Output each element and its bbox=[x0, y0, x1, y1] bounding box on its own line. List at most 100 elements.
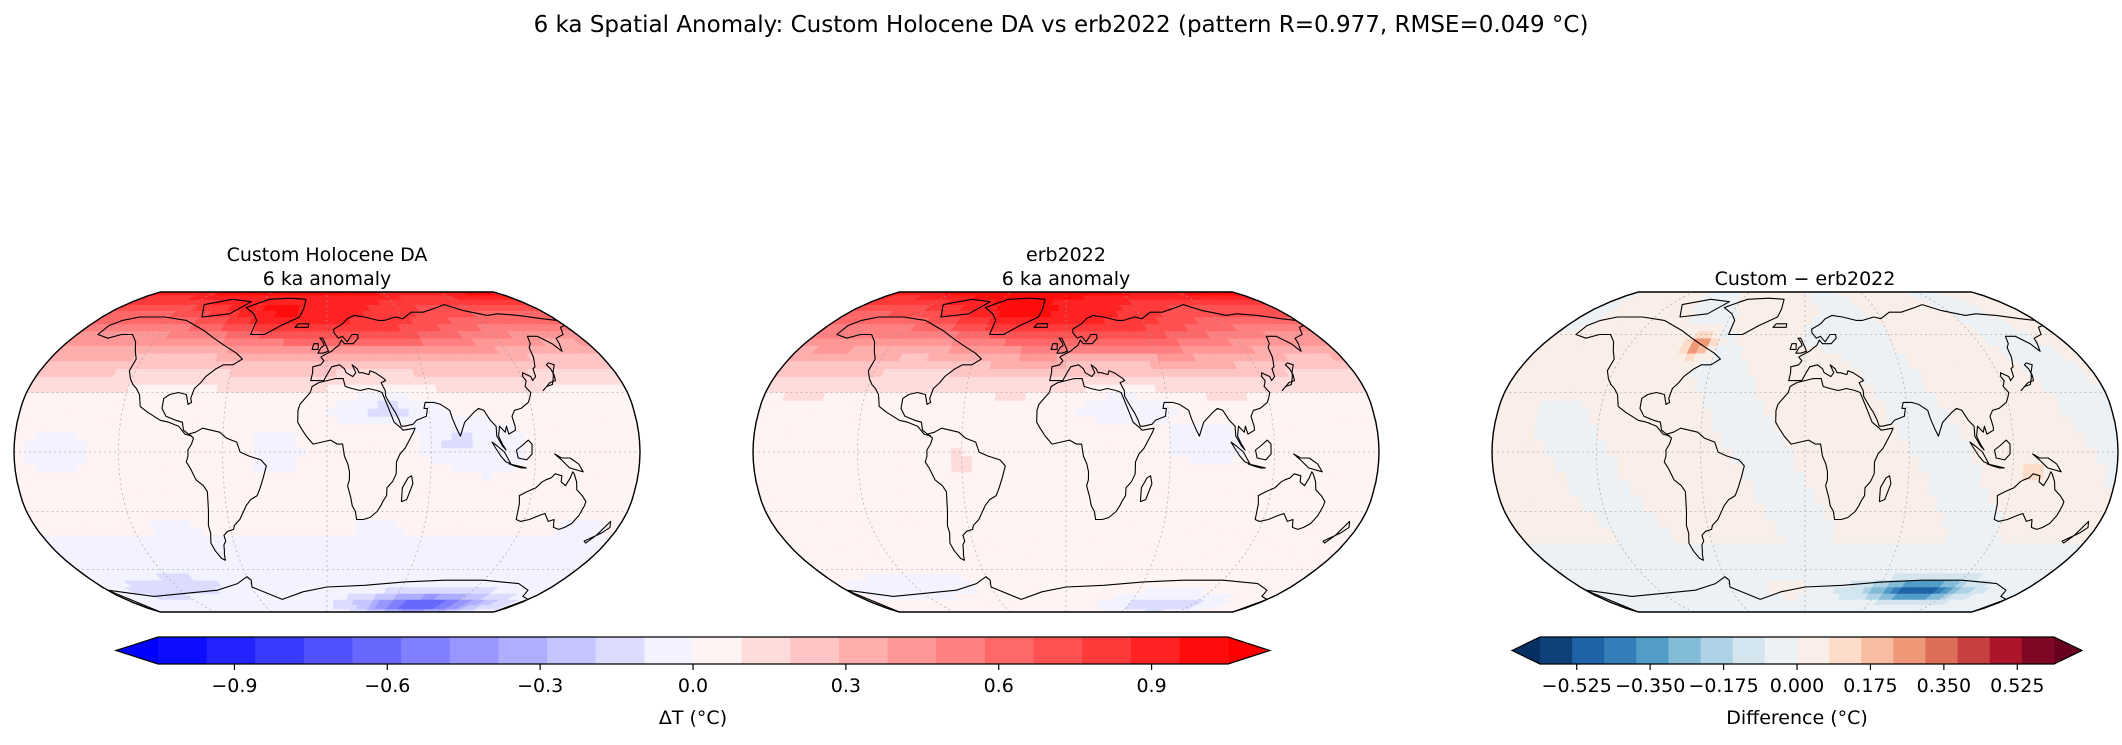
field-cell bbox=[226, 511, 239, 520]
field-cell bbox=[794, 463, 807, 473]
field-cell bbox=[258, 527, 271, 536]
field-cell bbox=[1313, 423, 1326, 433]
field-cell bbox=[318, 323, 328, 332]
field-cell bbox=[387, 487, 400, 496]
field-cell bbox=[150, 423, 162, 433]
field-cell bbox=[1085, 376, 1096, 385]
field-cell bbox=[279, 360, 291, 369]
field-cell bbox=[305, 304, 314, 311]
field-cell bbox=[763, 463, 776, 473]
field-cell bbox=[425, 511, 438, 520]
field-cell bbox=[523, 423, 536, 433]
field-cell bbox=[405, 511, 418, 520]
field-cell bbox=[344, 542, 356, 552]
field-cell bbox=[319, 599, 328, 605]
field-cell bbox=[805, 463, 818, 473]
field-cell bbox=[542, 416, 555, 425]
field-cell bbox=[1325, 455, 1338, 465]
field-cell bbox=[55, 455, 68, 465]
field-cell bbox=[386, 392, 399, 401]
field-cell bbox=[1005, 384, 1017, 393]
field-cell bbox=[154, 392, 168, 401]
field-cell bbox=[794, 439, 807, 449]
field-cell bbox=[1029, 550, 1041, 559]
field-cell bbox=[226, 292, 240, 296]
field-cell bbox=[193, 495, 206, 504]
field-cell bbox=[513, 431, 526, 441]
field-cell bbox=[1024, 495, 1036, 504]
field-cell bbox=[965, 384, 978, 393]
field-cell bbox=[1126, 495, 1138, 504]
field-cell bbox=[149, 463, 162, 473]
field-cell bbox=[326, 423, 338, 433]
field-cell bbox=[326, 310, 335, 318]
field-cell bbox=[1169, 471, 1181, 481]
field-cell bbox=[604, 416, 617, 425]
field-cell bbox=[421, 292, 434, 296]
field-cell bbox=[376, 503, 389, 512]
field-cell bbox=[139, 423, 152, 433]
field-cell bbox=[1053, 604, 1061, 610]
field-cell bbox=[1158, 479, 1170, 488]
field-cell bbox=[361, 345, 373, 354]
field-cell bbox=[398, 487, 410, 496]
field-cell bbox=[1037, 360, 1048, 369]
field-cell bbox=[1122, 368, 1135, 377]
field-cell bbox=[305, 416, 317, 425]
field-cell bbox=[214, 495, 227, 504]
field-cell bbox=[14, 463, 27, 473]
field-cell bbox=[1044, 471, 1057, 481]
field-cell bbox=[492, 463, 505, 473]
field-cell bbox=[1065, 527, 1077, 536]
field-cell bbox=[1045, 408, 1057, 417]
field-cell bbox=[500, 408, 513, 417]
field-cell bbox=[336, 519, 348, 528]
field-cell bbox=[275, 495, 287, 504]
field-cell bbox=[1045, 495, 1057, 504]
field-cell bbox=[118, 431, 131, 441]
field-cell bbox=[1357, 455, 1369, 465]
field-cell bbox=[607, 455, 620, 465]
field-cell bbox=[1209, 416, 1222, 425]
field-cell bbox=[265, 392, 278, 401]
field-cell bbox=[982, 471, 994, 481]
field-cell bbox=[353, 542, 365, 552]
field-cell bbox=[1260, 479, 1274, 488]
field-cell bbox=[319, 593, 328, 600]
field-cell bbox=[306, 487, 318, 496]
field-cell bbox=[1134, 384, 1147, 393]
field-cell bbox=[340, 310, 350, 318]
field-cell bbox=[1047, 542, 1058, 552]
field-cell bbox=[1232, 455, 1244, 465]
field-cell bbox=[1169, 463, 1181, 473]
field-cell bbox=[440, 463, 453, 473]
field-cell bbox=[234, 408, 246, 417]
field-cell bbox=[1106, 479, 1119, 488]
field-cell bbox=[25, 471, 38, 481]
field-cell bbox=[1107, 423, 1119, 433]
field-cell bbox=[1211, 431, 1223, 441]
field-cell bbox=[857, 439, 869, 449]
field-cell bbox=[846, 439, 859, 449]
field-cell bbox=[983, 400, 996, 409]
field-cell bbox=[285, 479, 297, 488]
field-cell bbox=[274, 463, 286, 473]
field-cell bbox=[420, 463, 432, 473]
field-cell bbox=[951, 471, 963, 481]
field-cell bbox=[306, 299, 315, 305]
field-cell bbox=[357, 487, 369, 496]
field-cell bbox=[1242, 439, 1255, 449]
field-cell bbox=[254, 416, 266, 425]
field-cell bbox=[203, 408, 216, 417]
field-cell bbox=[100, 408, 113, 417]
field-cell bbox=[307, 535, 319, 544]
field-cell bbox=[1294, 431, 1306, 441]
field-cell bbox=[836, 463, 849, 473]
field-cell bbox=[1272, 423, 1285, 433]
field-cell bbox=[451, 447, 463, 457]
field-cell bbox=[179, 292, 194, 296]
field-cell bbox=[851, 495, 864, 504]
field-cell bbox=[437, 292, 451, 296]
field-cell bbox=[1251, 471, 1264, 481]
field-cell bbox=[940, 463, 953, 473]
